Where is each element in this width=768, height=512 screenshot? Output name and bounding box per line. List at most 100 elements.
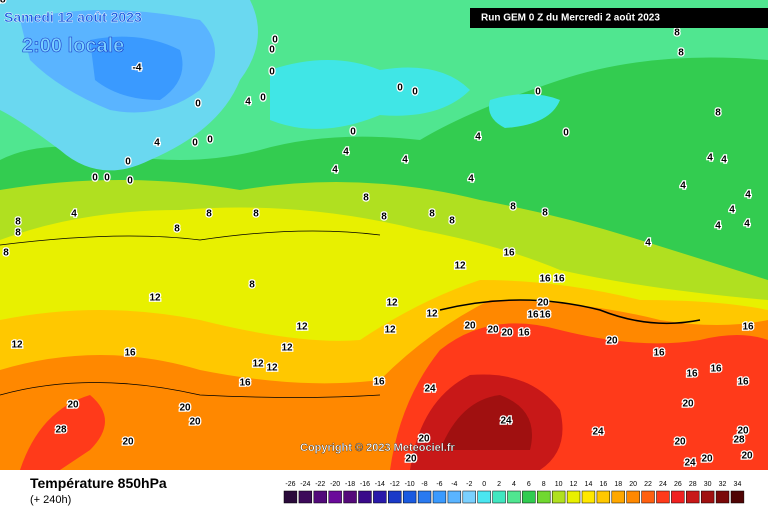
contour-label: 8	[429, 209, 435, 220]
contour-label: 4	[745, 190, 751, 201]
contour-label: 12	[296, 322, 308, 333]
run-box	[470, 8, 768, 28]
contour-label: 4	[707, 153, 713, 164]
contour-label: 16	[553, 274, 565, 285]
contour-label: 20	[701, 454, 713, 465]
colorbar-label: 24	[659, 481, 667, 488]
contour-label: 20	[179, 403, 191, 414]
contour-label: 16	[373, 377, 385, 388]
colorbar-swatch	[402, 490, 417, 504]
contour-label: 16	[653, 348, 665, 359]
contour-label: 24	[424, 384, 436, 395]
colorbar-label: 20	[629, 481, 637, 488]
run-info: Run GEM 0 Z du Mercredi 2 août 2023	[481, 13, 660, 24]
colorbar-swatch	[656, 490, 670, 504]
colorbar-label: -4	[451, 481, 457, 488]
contour-label: 0	[412, 87, 418, 98]
lead-time: (+ 240h)	[30, 494, 71, 506]
local-time: 2:00 locale	[22, 35, 124, 57]
contour-label: 12	[11, 340, 23, 351]
contour-label: 24	[500, 416, 512, 427]
contour-label: 8	[449, 216, 455, 227]
colorbar-label: 34	[734, 481, 742, 488]
contour-label: 20	[741, 451, 753, 462]
contour-label: 8	[174, 224, 180, 235]
colorbar-label: -16	[360, 481, 370, 488]
contour-label: 4	[645, 238, 651, 249]
contour-label: 4	[744, 219, 750, 230]
contour-label: 0	[125, 157, 131, 168]
colorbar-swatch	[373, 490, 387, 504]
contour-label: 8	[715, 108, 721, 119]
colorbar-swatch	[566, 490, 581, 504]
colorbar-swatch	[730, 490, 745, 504]
contour-label: 4	[343, 147, 349, 158]
contour-label: 4	[332, 165, 338, 176]
contour-label: 4	[468, 174, 474, 185]
colorbar-swatch	[432, 490, 447, 504]
colorbar-swatch	[626, 490, 640, 504]
colorbar: -26 -24 -22 -20 -18 -16 -14 -12 -10 -8 -6 -4 -2 0 2 4 6 8…	[283, 481, 745, 504]
colorbar-label: 14	[585, 481, 593, 488]
contour-label: 16	[686, 369, 698, 380]
contour-label: 20	[67, 400, 79, 411]
contour-label: 0	[269, 45, 275, 56]
colorbar-label: -2	[466, 481, 472, 488]
colorbar-label: 18	[614, 481, 622, 488]
contour-label: 4	[715, 221, 721, 232]
contour-label: 8	[363, 193, 369, 204]
copyright: Copyright © 2023 Meteociel.fr	[300, 442, 456, 454]
colorbar-label: 16	[599, 481, 607, 488]
colorbar-swatch	[328, 490, 342, 504]
colorbar-swatch	[298, 490, 313, 504]
contour-label: 0	[272, 35, 278, 46]
colorbar-swatch	[700, 490, 715, 504]
colorbar-swatch	[641, 490, 655, 504]
contour-label: 0	[260, 93, 266, 104]
contour-label: 16	[737, 377, 749, 388]
colorbar-label: -10	[405, 481, 415, 488]
contour-label: 4	[475, 132, 481, 143]
colorbar-swatch	[388, 490, 402, 504]
contour-label: 8	[15, 228, 21, 239]
contour-label: 20	[674, 437, 686, 448]
contour-label: 28	[733, 435, 745, 446]
contour-label: 4	[245, 97, 251, 108]
colorbar-label: 8	[542, 481, 546, 488]
colorbar-swatch	[671, 490, 685, 504]
colorbar-swatch	[611, 490, 625, 504]
colorbar-swatch	[715, 490, 730, 504]
contour-label: 20	[682, 399, 694, 410]
contour-label: 4	[721, 155, 727, 166]
colorbar-label: 12	[570, 481, 578, 488]
contour-label: 12	[384, 325, 396, 336]
contour-label: -4	[133, 63, 142, 74]
colorbar-label: -18	[345, 481, 355, 488]
colorbar-swatch	[447, 490, 462, 504]
colorbar-swatch	[581, 490, 596, 504]
contour-label: 0	[104, 173, 110, 184]
variable-name: Température 850hPa	[30, 475, 167, 491]
contour-label: 20	[537, 298, 549, 309]
colorbar-label: -24	[300, 481, 310, 488]
colorbar-swatch	[477, 490, 491, 504]
contour-label: 0	[535, 87, 541, 98]
colorbar-label: 6	[527, 481, 531, 488]
contour-label: 20	[464, 321, 476, 332]
contour-label: 0	[192, 138, 198, 149]
colorbar-label: -8	[421, 481, 427, 488]
contour-label: 0	[207, 135, 213, 146]
colorbar-label: 30	[704, 481, 712, 488]
contour-label: 20	[189, 417, 201, 428]
contour-label: 4	[71, 209, 77, 220]
colorbar-label: 22	[644, 481, 652, 488]
colorbar-label: -26	[285, 481, 295, 488]
colorbar-label: -22	[315, 481, 325, 488]
colorbar-swatch	[492, 490, 506, 504]
contour-label: 8	[381, 212, 387, 223]
contour-label: 8	[3, 248, 9, 259]
contour-label: 0	[127, 176, 133, 187]
colorbar-swatch	[343, 490, 357, 504]
